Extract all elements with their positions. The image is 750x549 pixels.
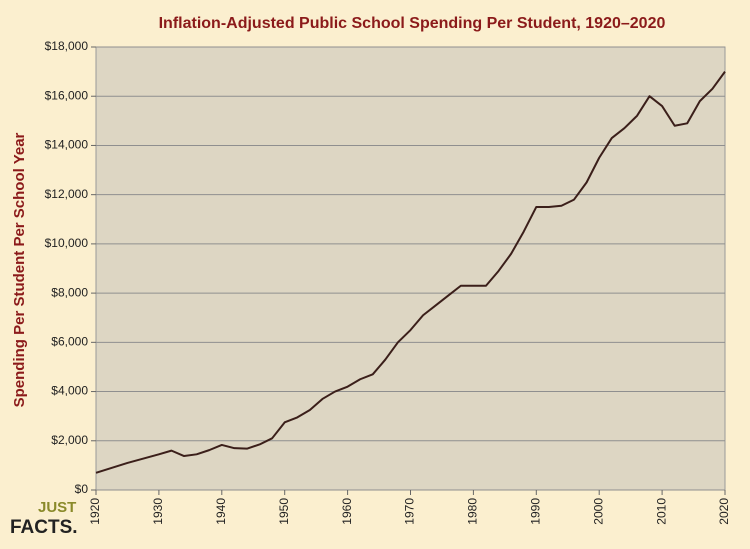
y-tick-label: $6,000 <box>51 335 88 349</box>
x-tick-label: 1970 <box>403 498 417 525</box>
x-tick-label: 1960 <box>340 498 354 525</box>
y-tick-label: $10,000 <box>45 236 89 250</box>
x-tick-label: 2010 <box>654 498 668 525</box>
x-tick-label: 1990 <box>528 498 542 525</box>
logo-bottom: FACTS. <box>10 517 78 538</box>
y-tick-label: $18,000 <box>45 39 89 53</box>
logo-top: JUST <box>38 499 76 516</box>
y-tick-label: $4,000 <box>51 384 88 398</box>
y-tick-label: $16,000 <box>45 88 89 102</box>
y-tick-label: $14,000 <box>45 138 89 152</box>
plot-area <box>95 46 726 491</box>
x-tick-label: 1920 <box>88 498 102 525</box>
x-tick-label: 1950 <box>277 498 291 525</box>
x-tick-label: 1940 <box>214 498 228 525</box>
x-tick-label: 2020 <box>717 498 731 525</box>
y-axis-label: Spending Per Student Per School Year <box>11 132 28 407</box>
data-line <box>95 71 726 474</box>
x-tick-label: 1930 <box>151 498 165 525</box>
y-tick-label: $8,000 <box>51 285 88 299</box>
x-tick-label: 2000 <box>591 498 605 525</box>
x-tick-label: 1980 <box>466 498 480 525</box>
y-tick-label: $2,000 <box>51 433 88 447</box>
y-tick-label: $0 <box>75 482 89 496</box>
y-tick-label: $12,000 <box>45 187 89 201</box>
chart-title: Inflation-Adjusted Public School Spendin… <box>159 15 666 32</box>
